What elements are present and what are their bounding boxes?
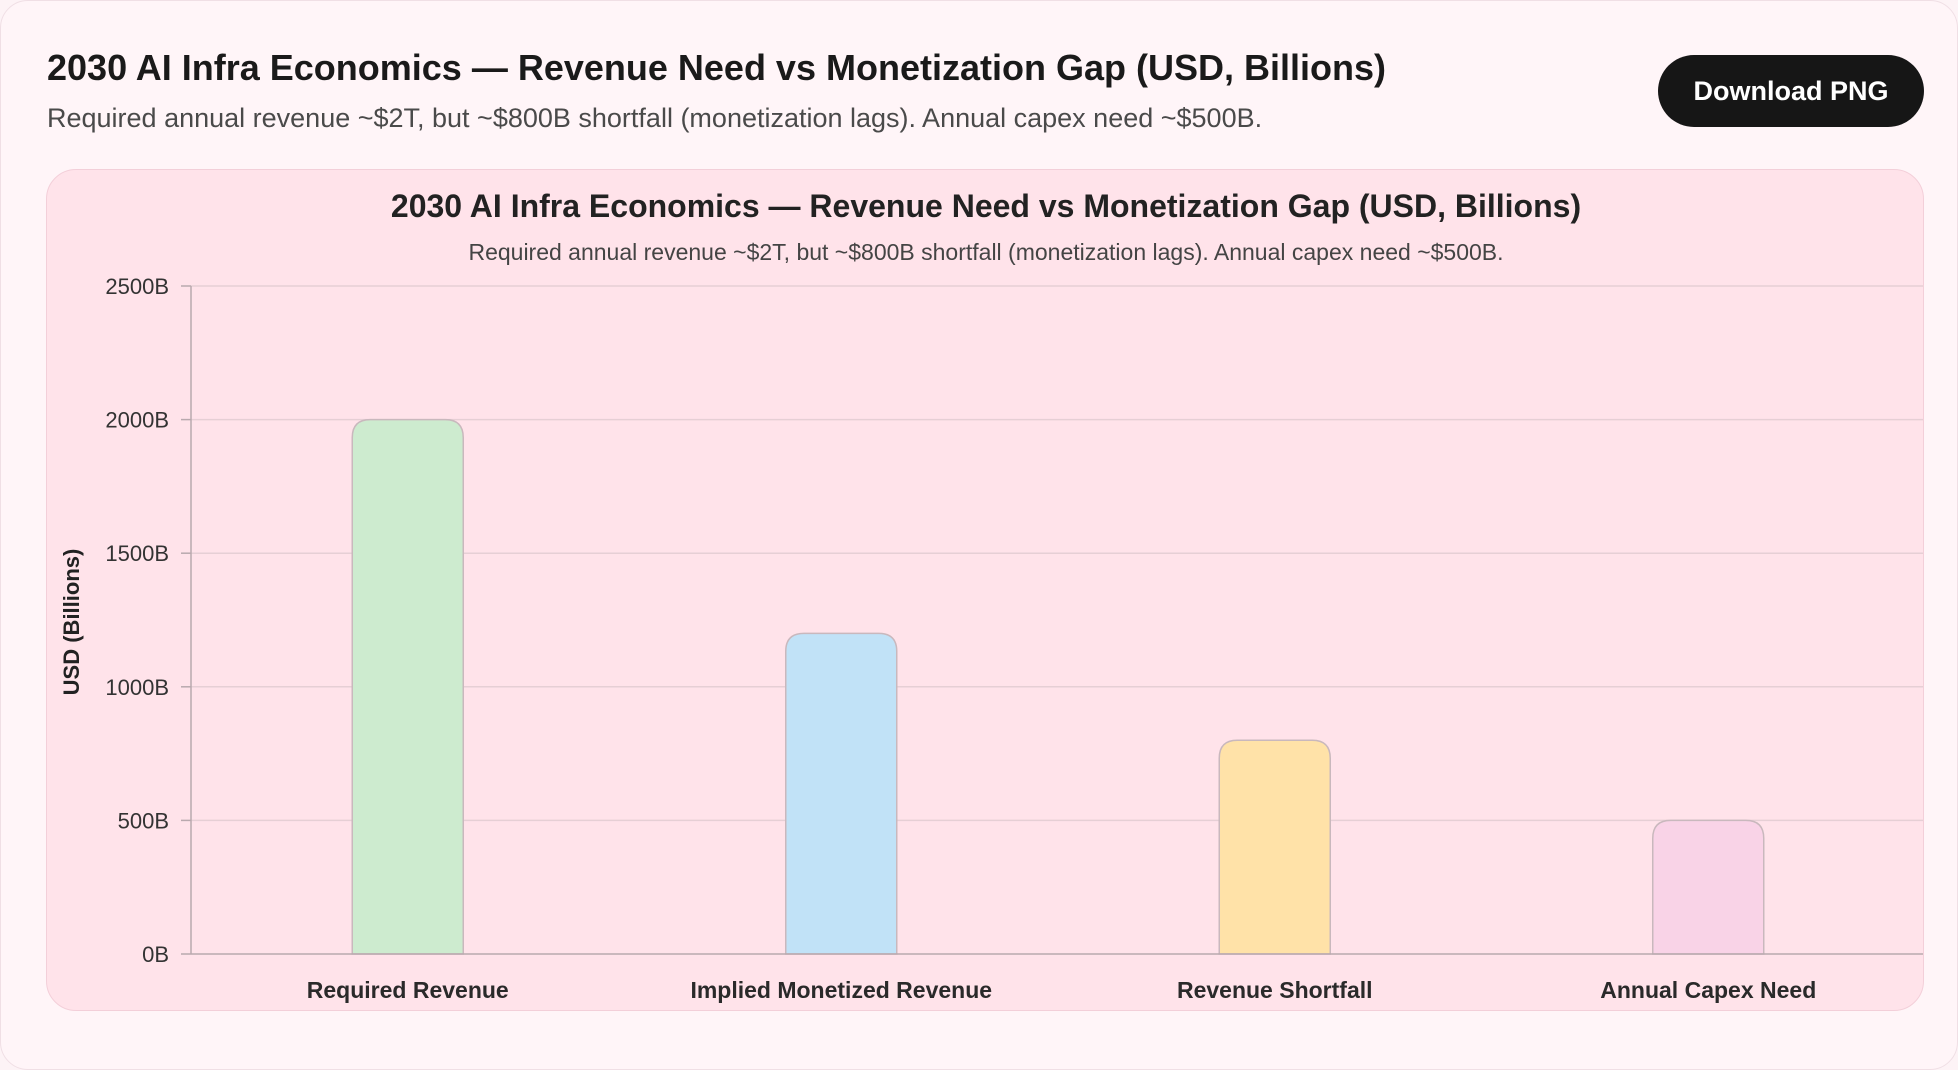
y-axis-label: USD (Billions) [59, 549, 84, 696]
chart-subtitle: Required annual revenue ~$2T, but ~$800B… [468, 239, 1503, 265]
axes: 0B 500B 1000B 1500B 2000B 2500B Required Reven… [105, 274, 1923, 1003]
chart-panel: 2030 AI Infra Economics — Revenue Need v… [46, 169, 1924, 1011]
y-tick-label: 1000B [105, 675, 169, 700]
x-category-label: Annual Capex Need [1600, 977, 1816, 1003]
y-tick-label: 2000B [105, 408, 169, 433]
download-png-button[interactable]: Download PNG [1658, 55, 1924, 127]
page-title: 2030 AI Infra Economics — Revenue Need v… [47, 47, 1386, 88]
x-category-label: Implied Monetized Revenue [690, 977, 992, 1003]
y-tick-label: 0B [142, 942, 169, 967]
grid-lines [191, 285, 1923, 822]
y-tick-label: 2500B [105, 274, 169, 299]
x-category-label: Required Revenue [307, 977, 509, 1003]
bars [351, 418, 1765, 955]
bar-chart: 2030 AI Infra Economics — Revenue Need v… [59, 188, 1923, 1003]
bar-implied-monetized-revenue [785, 632, 898, 955]
bar-annual-capex-need [1652, 819, 1765, 955]
bar-revenue-shortfall [1218, 739, 1331, 955]
page-subtitle: Required annual revenue ~$2T, but ~$800B… [47, 103, 1263, 133]
chart-title: 2030 AI Infra Economics — Revenue Need v… [391, 188, 1581, 224]
bar-required-revenue [351, 418, 464, 955]
y-tick-label: 1500B [105, 541, 169, 566]
x-category-label: Revenue Shortfall [1177, 977, 1373, 1003]
y-tick-label: 500B [118, 808, 169, 833]
